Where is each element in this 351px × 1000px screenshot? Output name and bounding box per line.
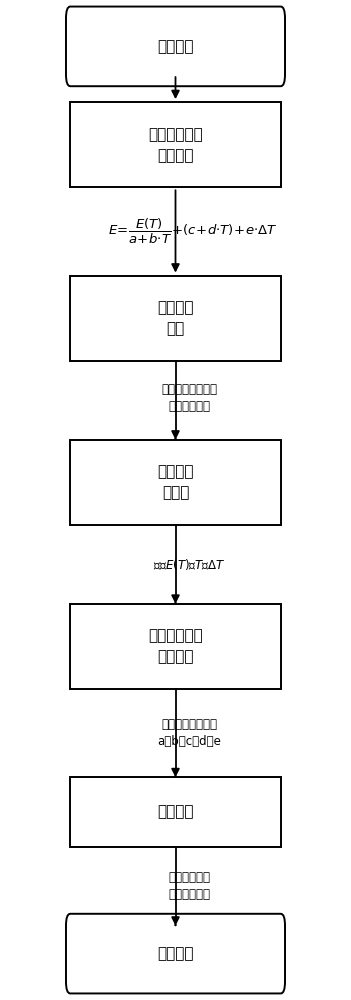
FancyBboxPatch shape — [66, 7, 285, 86]
Text: 得到温度模型参数
a、b、c、d、e: 得到温度模型参数 a、b、c、d、e — [158, 718, 221, 748]
FancyBboxPatch shape — [66, 914, 285, 993]
Text: 得到$E(T)$、$T$及$\Delta T$: 得到$E(T)$、$T$及$\Delta T$ — [153, 557, 226, 572]
Bar — [70, 440, 281, 525]
Text: 温度补偿: 温度补偿 — [157, 805, 194, 820]
Bar — [70, 276, 281, 361]
Text: $E\!=\!\dfrac{E(T)}{a\!+\!b{\cdot}T}\!+\!(c\!+\!d{\cdot}T)\!+\!e{\cdot}\Delta T$: $E\!=\!\dfrac{E(T)}{a\!+\!b{\cdot}T}\!+\… — [108, 217, 278, 246]
Bar — [70, 604, 281, 689]
Bar — [70, 102, 281, 187]
Text: 温补数据
预处理: 温补数据 预处理 — [157, 464, 194, 500]
Text: 温补误差模型
参数寻优: 温补误差模型 参数寻优 — [148, 629, 203, 665]
Text: 惯性器件输出数据
实时温度数据: 惯性器件输出数据 实时温度数据 — [161, 383, 218, 413]
Text: 选取温度误差
补偿模型: 选取温度误差 补偿模型 — [148, 127, 203, 163]
Text: 温补结束: 温补结束 — [157, 946, 194, 961]
Bar — [70, 777, 281, 847]
Text: 温补数据
采集: 温补数据 采集 — [157, 300, 194, 336]
Text: 温补开始: 温补开始 — [157, 39, 194, 54]
Text: 得到温补后惯
性器件输出值: 得到温补后惯 性器件输出值 — [168, 871, 211, 901]
